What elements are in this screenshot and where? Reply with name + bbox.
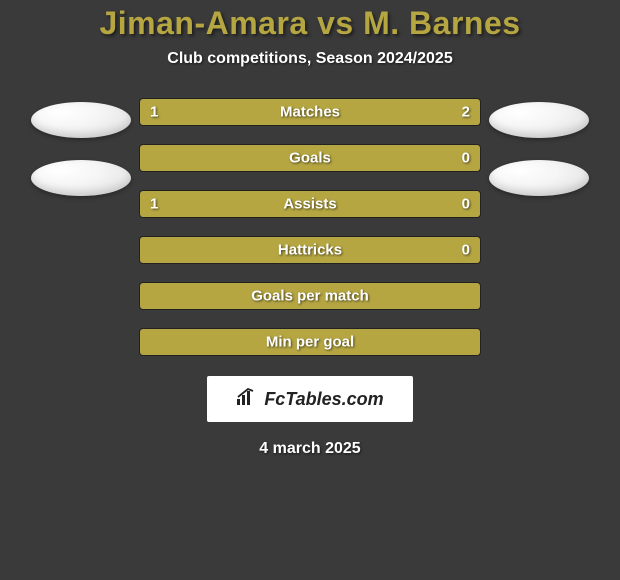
- source-badge: FcTables.com: [207, 376, 413, 422]
- bar-row: Goals per match: [139, 282, 481, 310]
- bar-label: Goals per match: [251, 288, 369, 305]
- bar-label: Min per goal: [266, 334, 354, 351]
- left-avatar-2: [31, 160, 131, 196]
- chart-icon: [236, 388, 258, 410]
- infographic-date: 4 march 2025: [259, 440, 360, 458]
- bar-label: Hattricks: [278, 242, 342, 259]
- bar-label: Matches: [280, 104, 340, 121]
- bar-value-right: 0: [462, 242, 470, 259]
- chart-area: Matches12Goals0Assists10Hattricks0Goals …: [0, 98, 620, 356]
- bar-label: Goals: [289, 150, 331, 167]
- bar-value-left: 1: [150, 104, 158, 121]
- right-avatar-2: [489, 160, 589, 196]
- bar-value-right: 0: [462, 150, 470, 167]
- bar-row: Matches 1 2: [139, 98, 481, 126]
- bar-row: Hattricks 0: [139, 236, 481, 264]
- bar-row: Min per goal: [139, 328, 481, 356]
- bar-value-right: 2: [462, 104, 470, 121]
- infographic-container: Jiman-Amara vs M. Barnes Club competitio…: [0, 0, 620, 580]
- comparison-bars: Matches12Goals0Assists10Hattricks0Goals …: [139, 98, 481, 356]
- bar-fill-left: [140, 191, 402, 217]
- page-subtitle: Club competitions, Season 2024/2025: [167, 50, 452, 68]
- right-player-avatars: [489, 98, 589, 196]
- left-avatar-1: [31, 102, 131, 138]
- bar-row: Goals 0: [139, 144, 481, 172]
- bar-label: Assists: [283, 196, 336, 213]
- right-avatar-1: [489, 102, 589, 138]
- left-player-avatars: [31, 98, 131, 196]
- bar-value-left: 1: [150, 196, 158, 213]
- bar-row: Assists 1 0: [139, 190, 481, 218]
- bar-value-right: 0: [462, 196, 470, 213]
- page-title: Jiman-Amara vs M. Barnes: [99, 5, 520, 42]
- source-badge-text: FcTables.com: [264, 389, 383, 410]
